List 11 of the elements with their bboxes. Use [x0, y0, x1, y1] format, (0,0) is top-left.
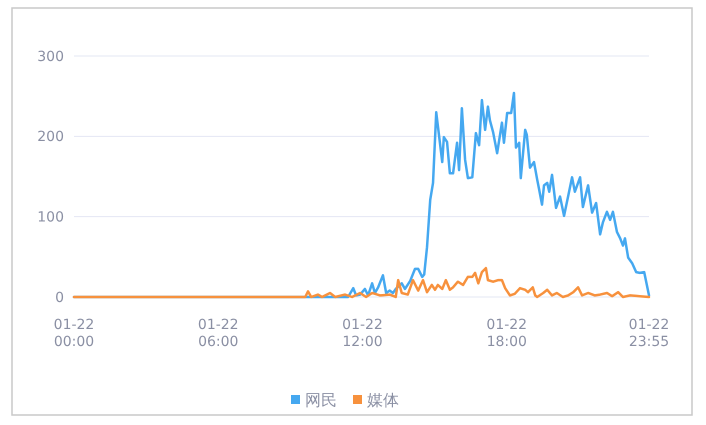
legend-label: 媒体 — [367, 390, 399, 410]
x-tick-label: 01-22 00:00 — [54, 317, 94, 350]
x-tick-label: 01-22 18:00 — [486, 317, 528, 350]
y-tick-label: 300 — [37, 48, 64, 65]
y-tick-label: 100 — [37, 210, 64, 226]
x-tick-label: 01-22 06:00 — [198, 317, 239, 350]
x-tick-label: 01-22 12:00 — [342, 317, 383, 350]
x-tick-label: 01-22 23:55 — [628, 317, 670, 350]
y-tick-label: 200 — [37, 129, 64, 146]
legend-label: 网民 — [305, 390, 337, 410]
y-tick-label: 0 — [55, 290, 64, 306]
